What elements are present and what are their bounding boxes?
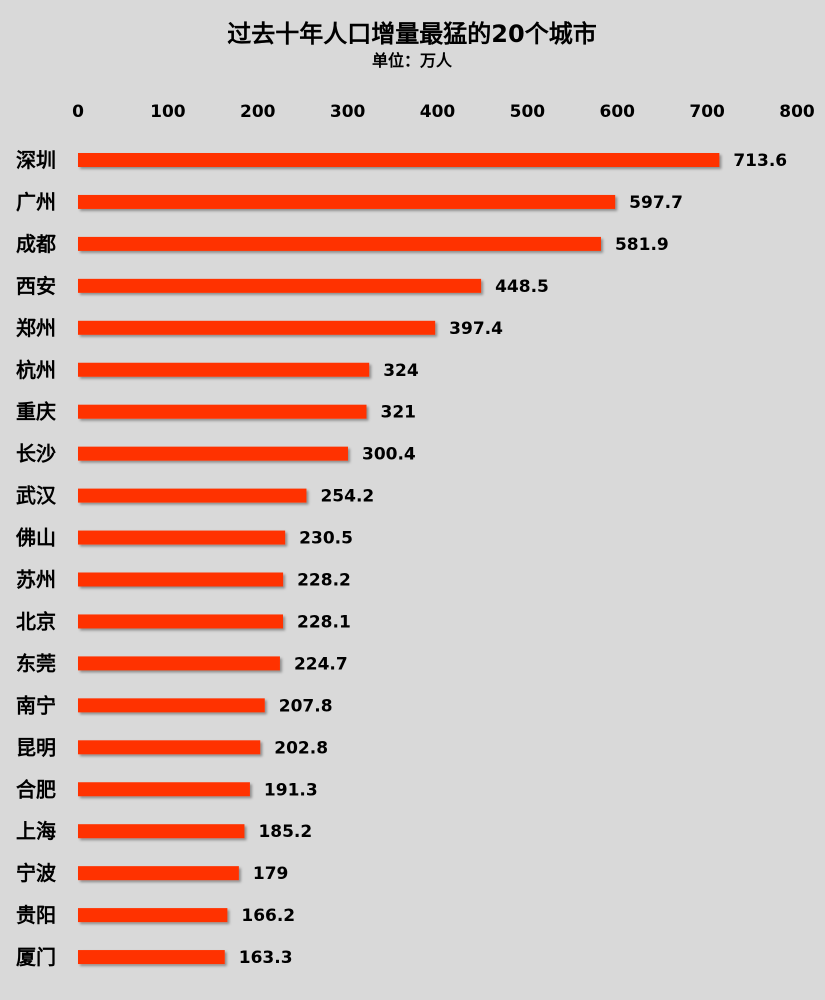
data-label: 202.8 [274, 738, 328, 758]
data-label: 324 [383, 361, 419, 381]
bar [78, 194, 616, 209]
category-label: 东莞 [16, 651, 56, 675]
bar [78, 698, 265, 713]
chart-title: 过去十年人口增量最猛的20个城市 [227, 20, 596, 48]
x-tick-label: 500 [510, 102, 546, 122]
bar [78, 530, 286, 545]
bar [78, 278, 482, 293]
category-label: 长沙 [16, 442, 56, 466]
bar [78, 362, 370, 377]
category-label: 杭州 [16, 358, 56, 382]
x-tick-label: 700 [689, 102, 725, 122]
category-label: 贵阳 [16, 903, 56, 927]
data-label: 191.3 [264, 780, 318, 800]
bar [78, 236, 601, 251]
category-label: 昆明 [16, 735, 56, 759]
data-label: 228.2 [297, 571, 351, 591]
x-tick-label: 200 [240, 102, 276, 122]
category-label: 厦门 [16, 945, 56, 969]
category-label: 南宁 [16, 693, 56, 717]
bar [78, 740, 261, 755]
data-label: 597.7 [629, 193, 683, 213]
category-label: 宁波 [16, 861, 57, 885]
category-label: 西安 [16, 274, 56, 298]
category-label: 广州 [16, 190, 56, 214]
category-label: 北京 [16, 609, 56, 633]
category-label: 郑州 [16, 316, 56, 340]
data-label: 397.4 [449, 319, 503, 339]
category-label: 重庆 [16, 400, 56, 424]
x-tick-label: 600 [600, 102, 636, 122]
bar [78, 866, 239, 881]
bar [78, 320, 436, 335]
category-label: 上海 [16, 819, 56, 843]
bar [78, 908, 228, 923]
data-label: 224.7 [294, 654, 348, 674]
data-label: 228.1 [297, 612, 351, 632]
data-label: 448.5 [495, 277, 549, 297]
bars [78, 153, 720, 965]
bar [78, 656, 280, 671]
data-label: 207.8 [279, 696, 333, 716]
bar [78, 404, 367, 419]
bar [78, 446, 348, 461]
bar [78, 782, 250, 797]
category-label: 苏州 [16, 568, 56, 592]
data-label: 185.2 [258, 822, 312, 842]
category-label: 武汉 [16, 484, 57, 508]
data-label: 321 [380, 403, 416, 423]
x-tick-label: 0 [72, 102, 84, 122]
category-label: 深圳 [16, 148, 56, 172]
bar [78, 950, 225, 965]
bar [78, 488, 307, 503]
bar [78, 572, 284, 587]
x-tick-label: 300 [330, 102, 366, 122]
data-label: 163.3 [239, 948, 293, 968]
data-label: 713.6 [733, 151, 787, 171]
data-label: 166.2 [241, 906, 295, 926]
x-axis: 0 100 200 300 400 500 600 700 800 [72, 102, 815, 122]
x-tick-label: 100 [150, 102, 186, 122]
data-label: 230.5 [299, 529, 353, 549]
category-label: 佛山 [15, 526, 56, 550]
data-label: 300.4 [362, 445, 416, 465]
bar [78, 153, 720, 167]
value-labels: 713.6 597.7 581.9 448.5 397.4 324 321 300.4 254.… [239, 151, 787, 968]
data-label: 581.9 [615, 235, 669, 255]
data-label: 179 [253, 864, 289, 884]
chart-subtitle: 单位：万人 [372, 51, 453, 70]
x-tick-label: 400 [420, 102, 456, 122]
bar [78, 824, 245, 839]
bar [78, 614, 284, 629]
x-tick-label: 800 [779, 102, 815, 122]
category-label: 合肥 [16, 777, 56, 801]
data-label: 254.2 [320, 487, 374, 507]
category-label: 成都 [16, 232, 56, 256]
